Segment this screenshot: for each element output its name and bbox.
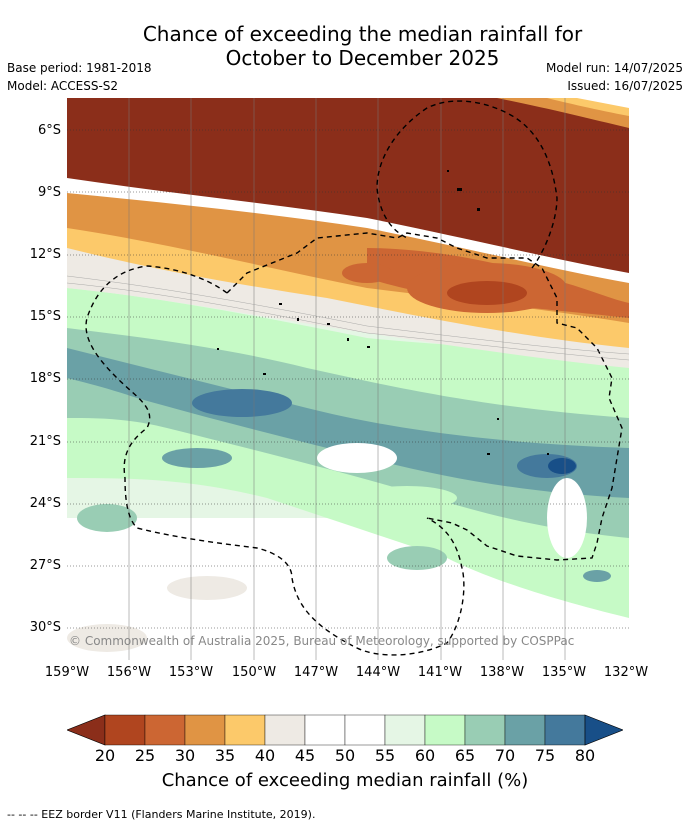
colorbar-extend-low — [67, 714, 106, 746]
map-svg — [67, 98, 629, 660]
lon-label: 150°W — [231, 665, 277, 680]
colorbar-label: 60 — [414, 746, 436, 765]
colorbar-label: 50 — [334, 746, 356, 765]
colorbar-extend-high — [584, 714, 623, 746]
lat-label: 24°S — [29, 496, 61, 511]
model-run: Model run: 14/07/2025 — [545, 61, 683, 75]
colorbar-label: 65 — [454, 746, 476, 765]
map-title: Chance of exceeding the median rainfall … — [0, 22, 690, 70]
colorbar-label: 30 — [174, 746, 196, 765]
colorbar-segment — [224, 714, 266, 746]
colorbar-segment — [264, 714, 306, 746]
colorbar-segment — [464, 714, 506, 746]
colorbar-segment — [144, 714, 186, 746]
colorbar-segment — [344, 714, 386, 746]
lat-label: 12°S — [29, 247, 61, 262]
lat-label: 9°S — [37, 185, 61, 200]
title-line-2: October to December 2025 — [225, 46, 500, 70]
islands — [217, 170, 549, 455]
colorbar-label: 55 — [374, 746, 396, 765]
lon-label: 153°W — [168, 665, 214, 680]
meta-right: Model run: 14/07/2025 Issued: 16/07/2025 — [546, 59, 683, 95]
colorbar-label: 25 — [134, 746, 156, 765]
colorbar-label: 80 — [574, 746, 596, 765]
colorbar-segment — [384, 714, 426, 746]
colorbar-label: 70 — [494, 746, 516, 765]
base-period: Base period: 1981-2018 — [7, 61, 152, 75]
lon-label: 141°W — [417, 665, 463, 680]
colorbar-title: Chance of exceeding median rainfall (%) — [161, 770, 529, 791]
model-name: Model: ACCESS-S2 — [7, 79, 119, 93]
lon-label: 138°W — [479, 665, 525, 680]
title-line-1: Chance of exceeding the median rainfall … — [142, 22, 583, 46]
colorbar-label: 45 — [294, 746, 316, 765]
grid-lines — [67, 129, 629, 629]
lon-label: 156°W — [106, 665, 152, 680]
colorbar-segment — [304, 714, 346, 746]
lat-label: 27°S — [29, 558, 61, 573]
lon-label: 159°W — [44, 665, 90, 680]
colorbar-segment — [424, 714, 466, 746]
colorbar-label: 35 — [214, 746, 236, 765]
colorbar-label: 75 — [534, 746, 556, 765]
lat-label: 30°S — [29, 620, 61, 635]
colorbar-segment — [504, 714, 546, 746]
lon-label: 147°W — [293, 665, 339, 680]
colorbar-segment — [184, 714, 226, 746]
lat-label: 15°S — [29, 309, 61, 324]
copyright-notice: © Commonwealth of Australia 2025, Bureau… — [69, 634, 575, 648]
eez-legend: -- -- -- EEZ border V11 (Flanders Marine… — [7, 808, 316, 821]
rainfall-map — [67, 98, 629, 660]
meta-left: Base period: 1981-2018 Model: ACCESS-S2 — [7, 59, 152, 95]
lon-label: 144°W — [355, 665, 401, 680]
issued-date: Issued: 16/07/2025 — [567, 79, 683, 93]
colorbar-label: 40 — [254, 746, 276, 765]
eez-border — [85, 100, 623, 656]
lon-label: 132°W — [603, 665, 649, 680]
lat-label: 21°S — [29, 434, 61, 449]
colorbar-segment — [104, 714, 146, 746]
lat-label: 18°S — [29, 371, 61, 386]
lat-label: 6°S — [37, 123, 61, 138]
lon-label: 135°W — [541, 665, 587, 680]
colorbar-segment — [544, 714, 586, 746]
colorbar — [67, 714, 623, 746]
colorbar-label: 20 — [94, 746, 116, 765]
